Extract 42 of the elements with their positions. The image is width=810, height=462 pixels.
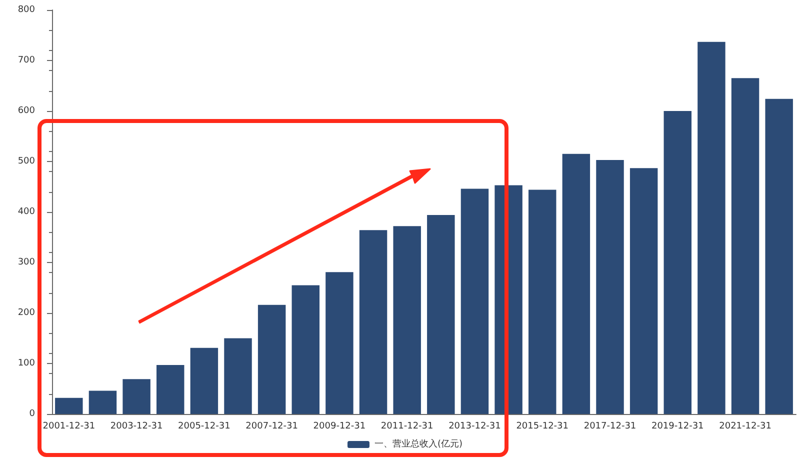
bar bbox=[630, 168, 658, 414]
bar bbox=[664, 111, 692, 414]
bar bbox=[393, 226, 421, 414]
y-tick-label: 400 bbox=[18, 207, 36, 217]
bar bbox=[326, 272, 354, 414]
x-tick-label: 2019-12-31 bbox=[651, 422, 704, 432]
x-tick-label: 2005-12-31 bbox=[178, 422, 230, 432]
x-tick-label: 2015-12-31 bbox=[516, 422, 569, 432]
y-tick-label: 500 bbox=[18, 156, 36, 166]
x-tick-label: 2011-12-31 bbox=[380, 422, 434, 432]
x-tick-label: 2009-12-31 bbox=[313, 422, 366, 432]
x-tick-label: 2007-12-31 bbox=[246, 422, 298, 432]
legend-label: 一、营业总收入(亿元) bbox=[374, 438, 463, 450]
bar bbox=[156, 365, 184, 414]
y-tick-label: 600 bbox=[18, 106, 36, 116]
x-tick-label: 2003-12-31 bbox=[110, 422, 163, 432]
bar bbox=[596, 160, 624, 414]
x-tick-label: 2001-12-31 bbox=[42, 422, 96, 432]
bar bbox=[731, 78, 760, 414]
bar bbox=[190, 348, 218, 414]
x-tick-label: 2021-12-31 bbox=[719, 422, 772, 432]
bar bbox=[224, 338, 252, 414]
y-tick-label: 700 bbox=[18, 56, 36, 66]
bar bbox=[55, 398, 83, 414]
y-tick-label: 0 bbox=[29, 409, 36, 419]
bar bbox=[88, 390, 117, 414]
bar bbox=[698, 42, 726, 414]
bar bbox=[359, 230, 388, 414]
x-tick-label: 2017-12-31 bbox=[584, 422, 636, 432]
bar bbox=[460, 188, 489, 414]
bar bbox=[765, 98, 793, 414]
x-tick-label: 2013-12-31 bbox=[448, 422, 501, 432]
bar bbox=[122, 379, 150, 414]
y-tick-label: 100 bbox=[18, 358, 36, 368]
y-tick-label: 200 bbox=[18, 308, 36, 318]
y-tick-label: 800 bbox=[18, 5, 36, 15]
bar bbox=[562, 154, 590, 414]
bar bbox=[427, 215, 455, 414]
bar bbox=[292, 285, 320, 414]
y-tick-label: 300 bbox=[18, 258, 36, 268]
bar bbox=[258, 304, 286, 414]
bar bbox=[528, 190, 556, 414]
